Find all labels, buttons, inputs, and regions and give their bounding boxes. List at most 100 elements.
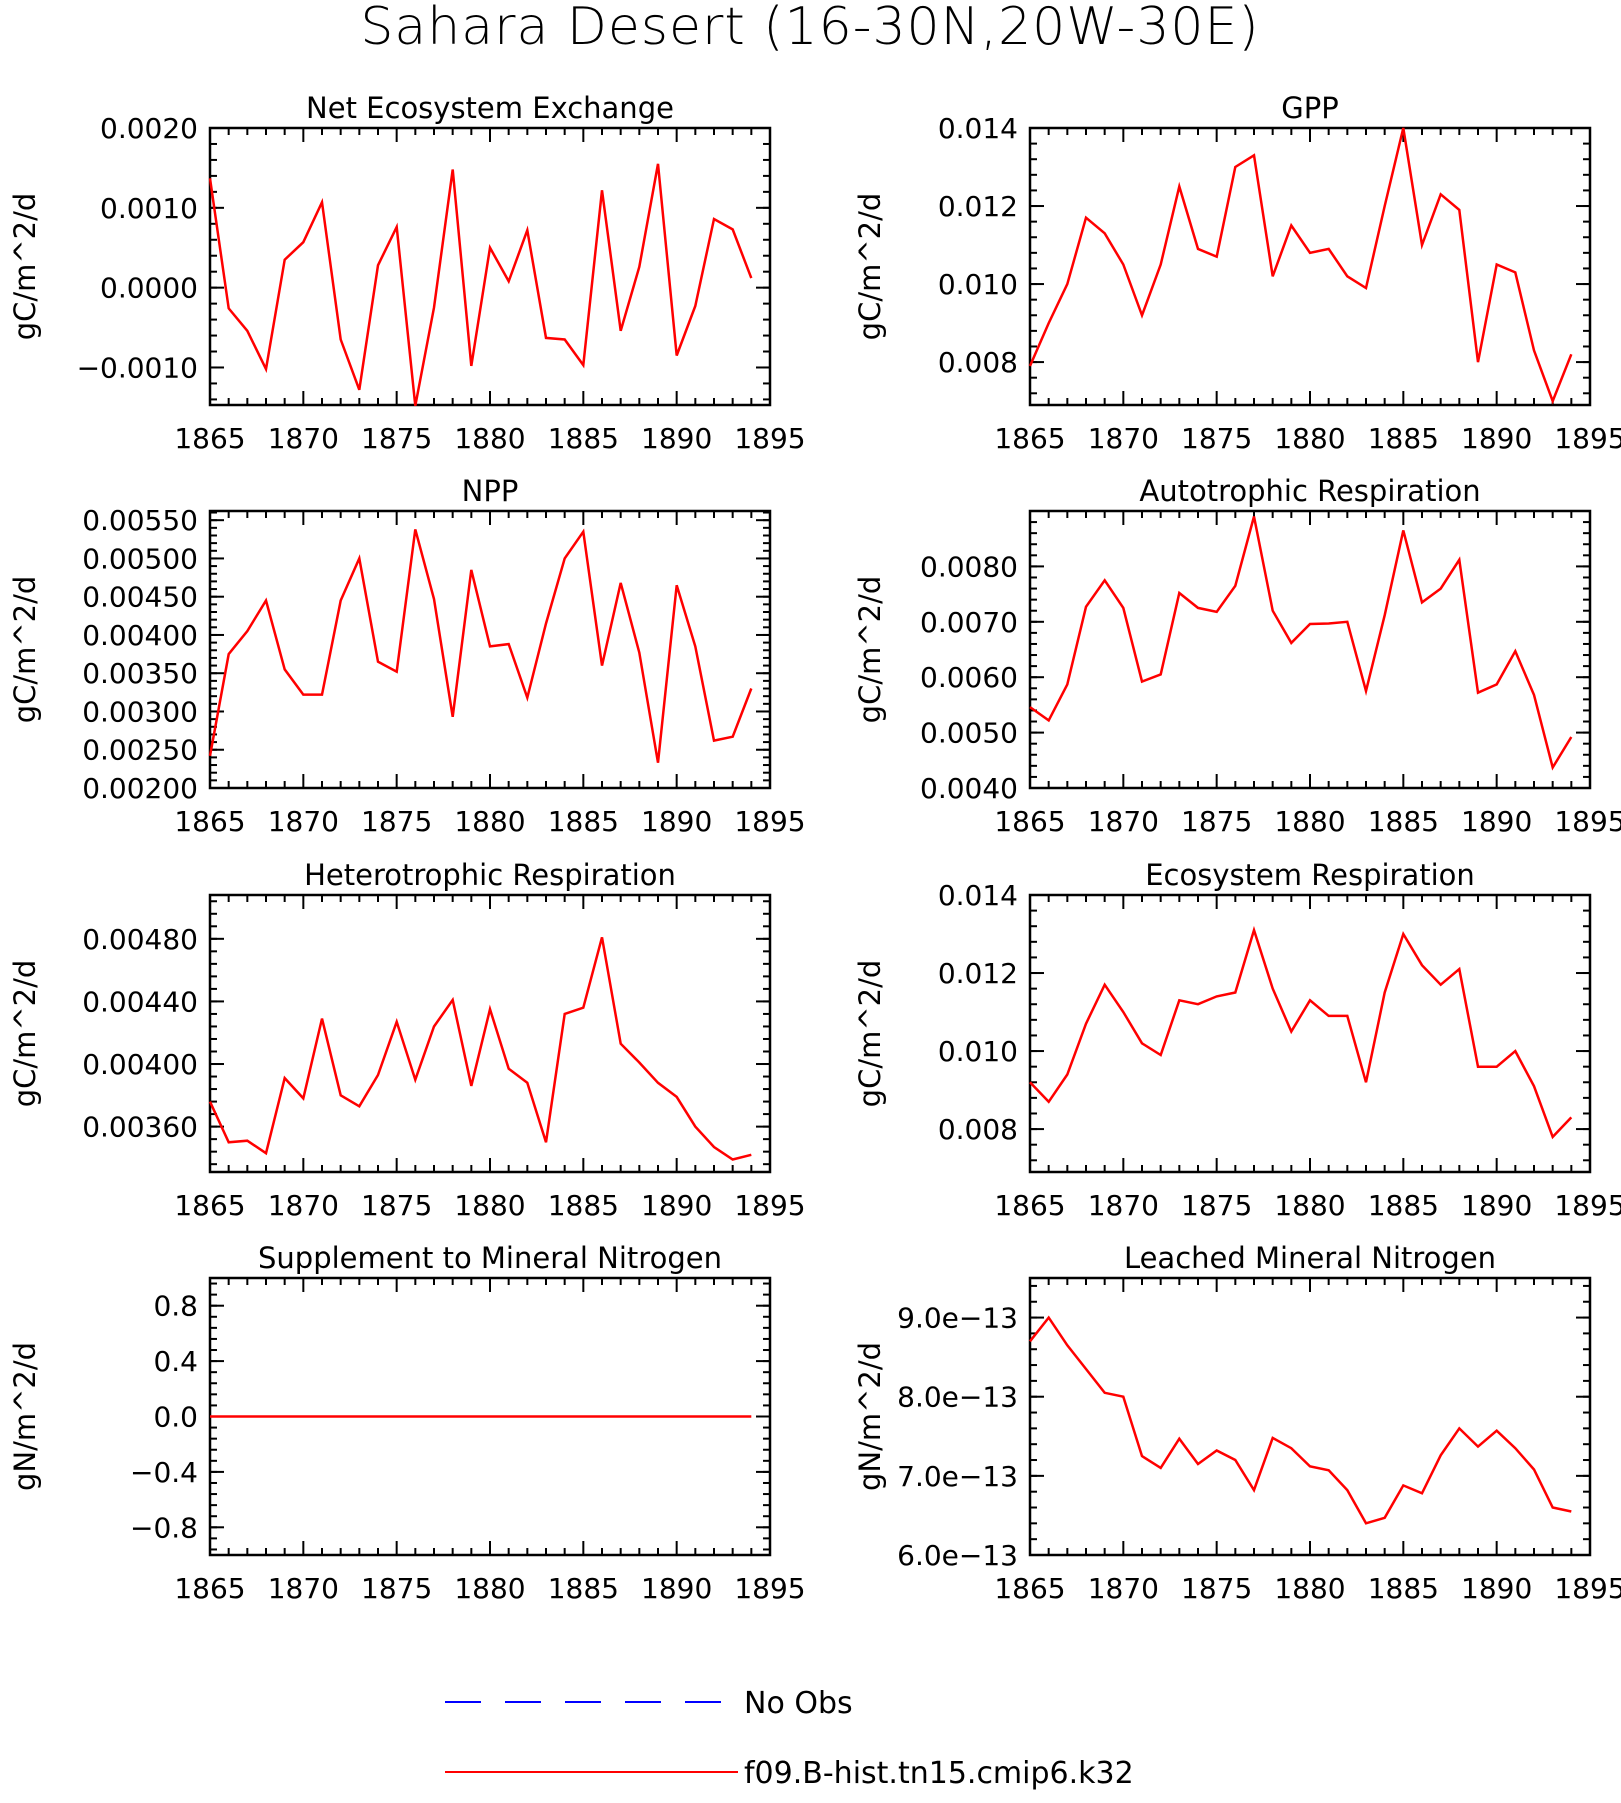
y-tick-label: −0.4 — [130, 1456, 198, 1489]
x-tick-label: 1895 — [734, 422, 805, 455]
x-tick-label: 1875 — [1181, 1189, 1252, 1222]
y-tick-label: 0.0040 — [920, 772, 1018, 805]
chart-panel-7: 1865 1870 1875 1880 1885 1890 1895 −0.8 −0.4 0.0 0… — [8, 1241, 806, 1605]
series-line-1 — [208, 936, 752, 1161]
y-tick-label: 0.00500 — [82, 542, 198, 575]
plot-frame — [1028, 126, 1592, 407]
series-line-1 — [1029, 516, 1573, 771]
y-axis-label: gC/m^2/d — [853, 193, 887, 341]
y-tick-label: 0.00350 — [82, 657, 198, 690]
x-tick-label: 1880 — [1274, 1572, 1345, 1605]
y-tick-label: −0.0010 — [77, 351, 198, 384]
y-tick-label: 0.4 — [153, 1345, 198, 1378]
x-tick-label: 1865 — [994, 1189, 1065, 1222]
x-tick-label: 1870 — [268, 1189, 339, 1222]
plot-frame — [1028, 893, 1592, 1174]
y-tick-label: 0.00400 — [82, 619, 198, 652]
x-tick-label: 1895 — [1554, 1572, 1621, 1605]
x-tick-label: 1890 — [1461, 805, 1532, 838]
y-tick-label: 7.0e−13 — [897, 1460, 1018, 1493]
x-tick-label: 1890 — [641, 1572, 712, 1605]
x-tick-label: 1880 — [1274, 1189, 1345, 1222]
x-tick-label: 1890 — [1461, 1572, 1532, 1605]
x-tick-label: 1880 — [454, 805, 525, 838]
chart-title: Net Ecosystem Exchange — [306, 91, 674, 125]
legend-model-label: f09.B-hist.tn15.cmip6.k32 — [744, 1756, 1134, 1791]
x-tick-label: 1870 — [1088, 1189, 1159, 1222]
x-tick-label: 1865 — [174, 422, 245, 455]
y-tick-label: 0.00400 — [82, 1048, 198, 1081]
x-tick-label: 1870 — [1088, 422, 1159, 455]
y-tick-label: 0.00480 — [82, 923, 198, 956]
legend-obs-label: No Obs — [744, 1686, 853, 1721]
panels: 1865 1870 1875 1880 1885 1890 1895 −0.0010 0.000… — [8, 91, 1621, 1605]
y-tick-label: 0.012 — [938, 190, 1018, 223]
y-axis-label: gC/m^2/d — [853, 576, 887, 724]
y-axis-label: gN/m^2/d — [853, 1342, 887, 1491]
x-tick-label: 1895 — [1554, 422, 1621, 455]
x-tick-label: 1885 — [548, 1572, 619, 1605]
y-axis-label: gC/m^2/d — [8, 193, 42, 341]
x-tick-label: 1865 — [174, 805, 245, 838]
plot-frame — [1028, 509, 1592, 790]
x-tick-label: 1865 — [994, 805, 1065, 838]
chart-title: NPP — [462, 474, 519, 508]
x-tick-label: 1885 — [1368, 1572, 1439, 1605]
y-tick-label: 0.8 — [153, 1290, 198, 1323]
y-tick-label: 0.008 — [938, 1113, 1018, 1146]
x-tick-label: 1895 — [734, 1572, 805, 1605]
x-tick-label: 1865 — [174, 1189, 245, 1222]
y-tick-label: 0.012 — [938, 957, 1018, 990]
y-tick-label: 0.010 — [938, 1035, 1018, 1068]
y-tick-label: −0.8 — [130, 1511, 198, 1544]
plot-frame — [208, 509, 772, 790]
y-tick-label: 0.010 — [938, 268, 1018, 301]
x-tick-label: 1880 — [454, 1572, 525, 1605]
x-tick-label: 1875 — [361, 1572, 432, 1605]
x-tick-label: 1870 — [268, 1572, 339, 1605]
y-tick-label: 0.014 — [938, 112, 1018, 145]
y-tick-label: 0.008 — [938, 346, 1018, 379]
y-tick-label: 0.00360 — [82, 1111, 198, 1144]
x-tick-label: 1890 — [641, 1189, 712, 1222]
y-tick-label: 6.0e−13 — [897, 1539, 1018, 1572]
chart-title: Supplement to Mineral Nitrogen — [258, 1241, 722, 1275]
plot-frame — [1028, 1276, 1592, 1557]
x-tick-label: 1870 — [1088, 805, 1159, 838]
y-tick-label: 8.0e−13 — [897, 1381, 1018, 1414]
figure-title: Sahara Desert (16-30N,20W-30E) — [360, 0, 1259, 57]
y-tick-label: 0.0050 — [920, 717, 1018, 750]
chart-title: Autotrophic Respiration — [1139, 474, 1480, 508]
chart-panel-2: 1865 1870 1875 1880 1885 1890 1895 0.008 0.010 0.… — [853, 91, 1621, 455]
y-tick-label: 0.0010 — [100, 192, 198, 225]
y-tick-label: 0.00440 — [82, 985, 198, 1018]
chart-panel-3: 1865 1870 1875 1880 1885 1890 1895 0.00200 0.002… — [8, 474, 806, 838]
y-tick-label: 0.0060 — [920, 661, 1018, 694]
x-tick-label: 1875 — [361, 1189, 432, 1222]
x-tick-label: 1880 — [454, 1189, 525, 1222]
chart-panel-8: 1865 1870 1875 1880 1885 1890 1895 6.0e−13 7.0e−… — [853, 1241, 1621, 1605]
x-tick-label: 1895 — [734, 805, 805, 838]
x-tick-label: 1870 — [268, 422, 339, 455]
x-tick-label: 1890 — [641, 805, 712, 838]
x-tick-label: 1880 — [1274, 805, 1345, 838]
y-tick-label: 0.00550 — [82, 504, 198, 537]
y-tick-label: 0.0 — [153, 1401, 198, 1434]
y-axis-label: gC/m^2/d — [8, 960, 42, 1108]
chart-title: Leached Mineral Nitrogen — [1124, 1241, 1496, 1275]
x-tick-label: 1885 — [548, 805, 619, 838]
x-tick-label: 1885 — [1368, 1189, 1439, 1222]
x-tick-label: 1880 — [454, 422, 525, 455]
x-tick-label: 1890 — [641, 422, 712, 455]
x-tick-label: 1885 — [1368, 422, 1439, 455]
y-tick-label: 0.0000 — [100, 272, 198, 305]
plot-frame — [208, 893, 772, 1174]
chart-title: GPP — [1281, 91, 1338, 125]
y-tick-label: 0.00200 — [82, 772, 198, 805]
y-tick-label: 0.00450 — [82, 581, 198, 614]
plot-frame — [208, 126, 772, 407]
series-line-1 — [208, 528, 753, 763]
x-tick-label: 1870 — [1088, 1572, 1159, 1605]
series-line-1 — [1029, 1315, 1572, 1525]
y-axis-label: gC/m^2/d — [8, 576, 42, 724]
